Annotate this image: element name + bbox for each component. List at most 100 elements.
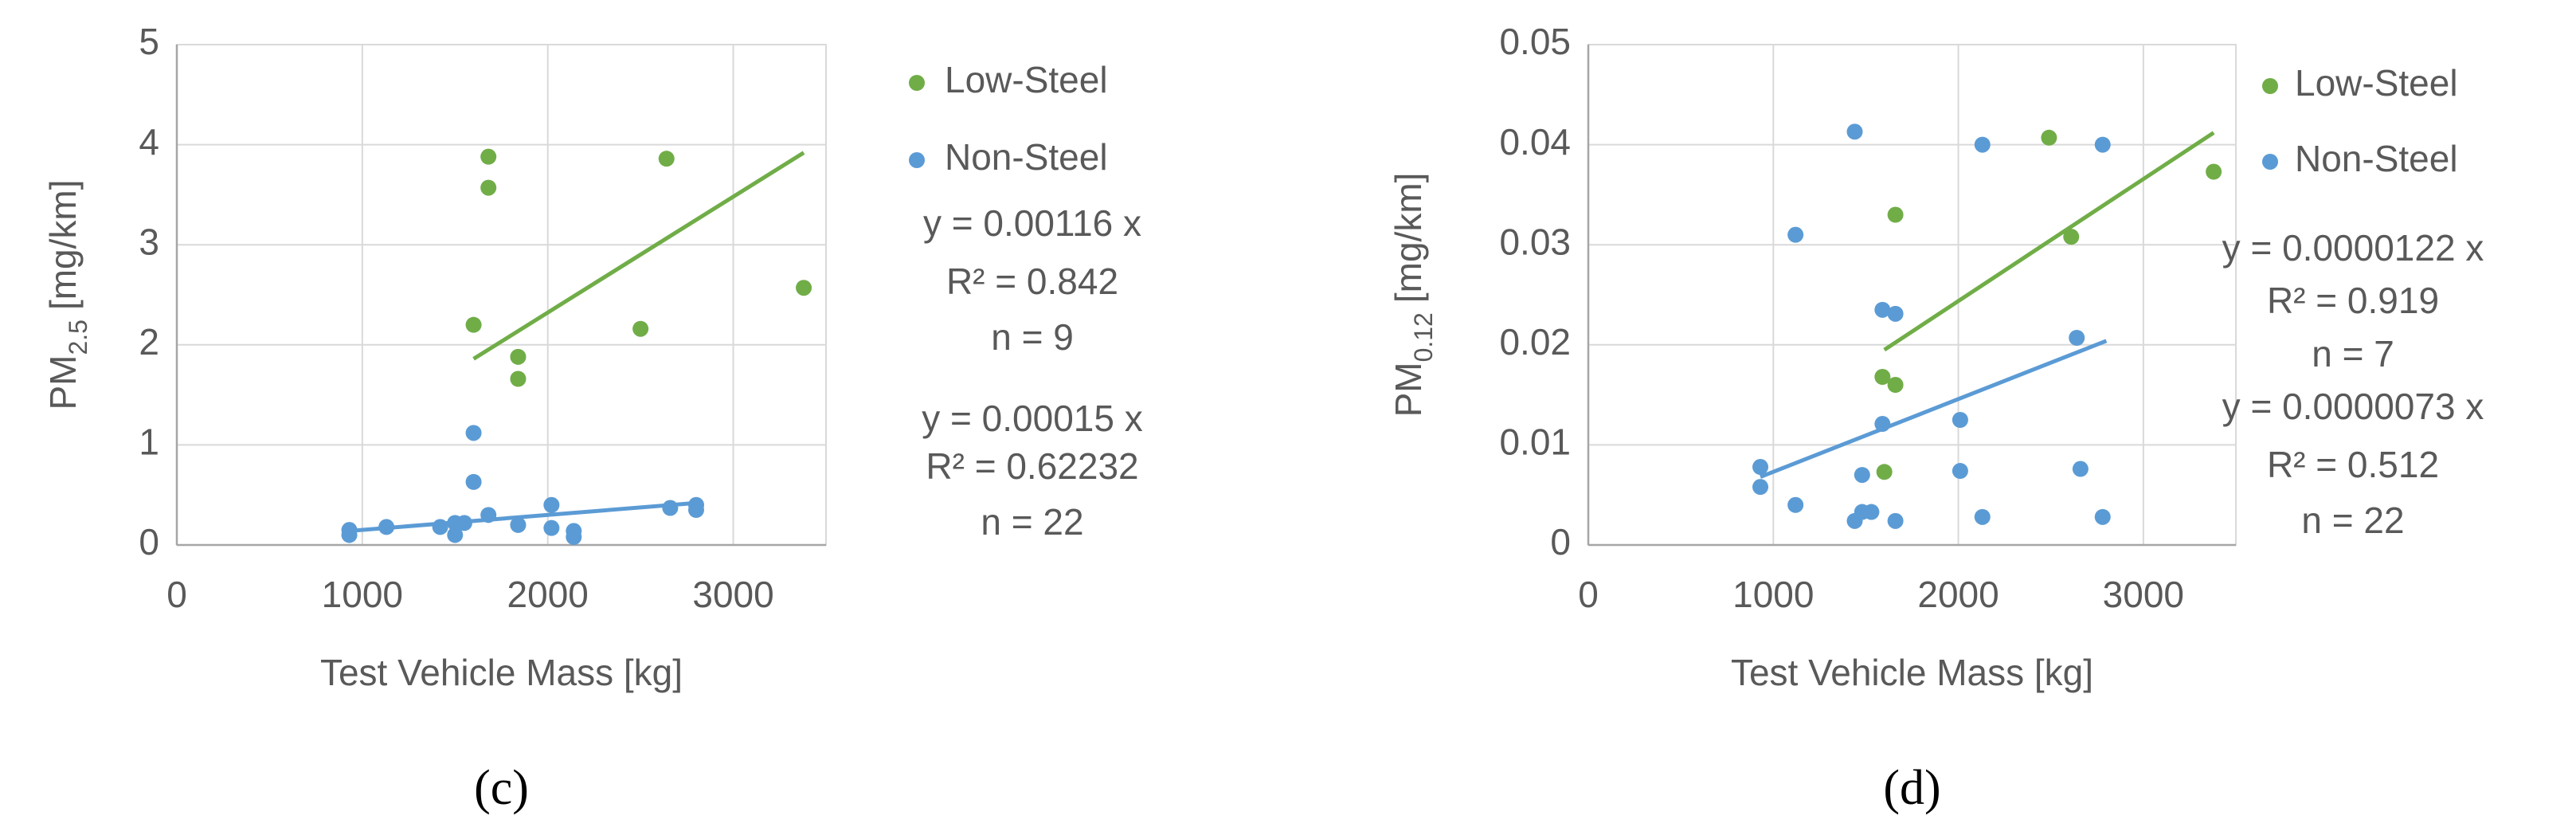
y-tick-label: 0.01 [1499, 421, 1571, 463]
x-tick-label: 2000 [507, 574, 589, 615]
data-point [2206, 163, 2222, 180]
data-point [2072, 461, 2089, 477]
x-axis-label: Test Vehicle Mass [kg] [1731, 652, 2093, 693]
data-point [447, 527, 464, 543]
data-point [1887, 206, 1904, 223]
data-point [2041, 129, 2057, 146]
data-point [662, 500, 679, 516]
data-point [465, 473, 482, 490]
data-point [1752, 479, 1769, 496]
y-tick-label: 1 [139, 421, 159, 463]
trend-annotation: n = 9 [991, 316, 1074, 358]
caption: (d) [1883, 761, 1940, 815]
data-point [1874, 416, 1891, 433]
trend-annotation: y = 0.0000073 x [2222, 386, 2484, 427]
x-tick-label: 0 [1578, 574, 1599, 615]
x-tick-label: 0 [166, 574, 187, 615]
data-point [1887, 305, 1904, 322]
data-point [543, 519, 560, 536]
trend-annotation: R² = 0.62232 [926, 445, 1138, 487]
trend-annotation: y = 0.0000122 x [2222, 227, 2484, 269]
y-axis-label-sub: 0.12 [1409, 312, 1438, 362]
data-point [796, 280, 812, 296]
legend-marker [909, 75, 925, 91]
y-tick-label: 0.05 [1499, 21, 1571, 62]
data-point [465, 425, 482, 441]
y-axis-label-unit: [mg/km] [1388, 173, 1429, 304]
data-point [1952, 412, 1968, 428]
legend-marker [909, 152, 925, 168]
data-point [1874, 368, 1891, 385]
data-point [658, 151, 675, 167]
data-point [480, 507, 497, 523]
trend-annotation: R² = 0.842 [946, 261, 1118, 302]
data-point [566, 528, 582, 545]
data-point [1876, 464, 1893, 480]
data-point [1874, 301, 1891, 318]
data-point [1887, 377, 1904, 394]
legend-marker [2262, 78, 2278, 94]
legend-label: Low-Steel [2295, 62, 2458, 104]
data-point [1974, 508, 1991, 525]
y-axis-label-main: PM [1388, 362, 1429, 417]
x-axis-label: Test Vehicle Mass [kg] [320, 652, 683, 693]
data-point [1787, 226, 1804, 243]
data-point [2063, 229, 2080, 245]
y-tick-label: 0 [1550, 521, 1571, 563]
data-point [1863, 504, 1880, 520]
data-point [688, 502, 704, 519]
y-tick-label: 5 [139, 21, 159, 62]
data-point [1752, 459, 1769, 476]
data-point [378, 519, 395, 535]
y-axis-label-main: PM [42, 355, 84, 410]
data-point [1854, 467, 1870, 484]
trend-line [472, 151, 805, 361]
y-tick-label: 2 [139, 321, 159, 363]
data-point [1846, 123, 1863, 140]
y-tick-label: 4 [139, 121, 159, 163]
plot-area [1587, 44, 2237, 546]
plot-area [176, 44, 827, 546]
data-point [510, 348, 527, 365]
y-tick-label: 0.02 [1499, 321, 1571, 363]
y-tick-label: 3 [139, 221, 159, 262]
y-axis-label-unit: [mg/km] [42, 179, 84, 310]
data-point [480, 179, 497, 196]
data-point [456, 515, 472, 531]
trend-annotation: n = 7 [2312, 333, 2394, 374]
data-point [465, 316, 482, 333]
y-axis-label-sub: 2.5 [64, 319, 92, 355]
y-axis-label: PM2.5 [mg/km] [42, 179, 92, 410]
data-point [1787, 496, 1804, 513]
trend-annotation: n = 22 [2301, 500, 2404, 541]
trend-annotation: y = 0.00116 x [923, 202, 1141, 244]
data-point [632, 320, 649, 337]
y-tick-label: 0 [139, 521, 159, 563]
data-point [510, 516, 527, 533]
data-point [341, 527, 358, 543]
x-tick-label: 3000 [2103, 574, 2184, 615]
x-tick-label: 2000 [1917, 574, 1999, 615]
trend-annotation: R² = 0.919 [2267, 280, 2439, 321]
data-point [2094, 136, 2111, 153]
data-point [1887, 512, 1904, 529]
trend-line [1760, 339, 2108, 479]
data-point [1952, 463, 1968, 480]
caption: (c) [474, 761, 529, 815]
data-point [480, 148, 497, 165]
trend-line [349, 500, 697, 533]
legend-label: Non-Steel [945, 136, 1108, 178]
x-tick-label: 1000 [322, 574, 403, 615]
x-tick-label: 1000 [1732, 574, 1814, 615]
trend-line [1883, 131, 2215, 352]
data-point [432, 519, 448, 535]
trend-annotation: R² = 0.512 [2267, 444, 2439, 485]
data-point [1974, 136, 1991, 153]
legend-marker [2262, 154, 2278, 170]
trend-annotation: y = 0.00015 x [922, 398, 1142, 439]
trend-annotation: n = 22 [981, 501, 1083, 543]
y-tick-label: 0.04 [1499, 121, 1571, 163]
data-point [2069, 330, 2085, 347]
legend-label: Low-Steel [945, 59, 1108, 100]
data-point [510, 370, 527, 387]
